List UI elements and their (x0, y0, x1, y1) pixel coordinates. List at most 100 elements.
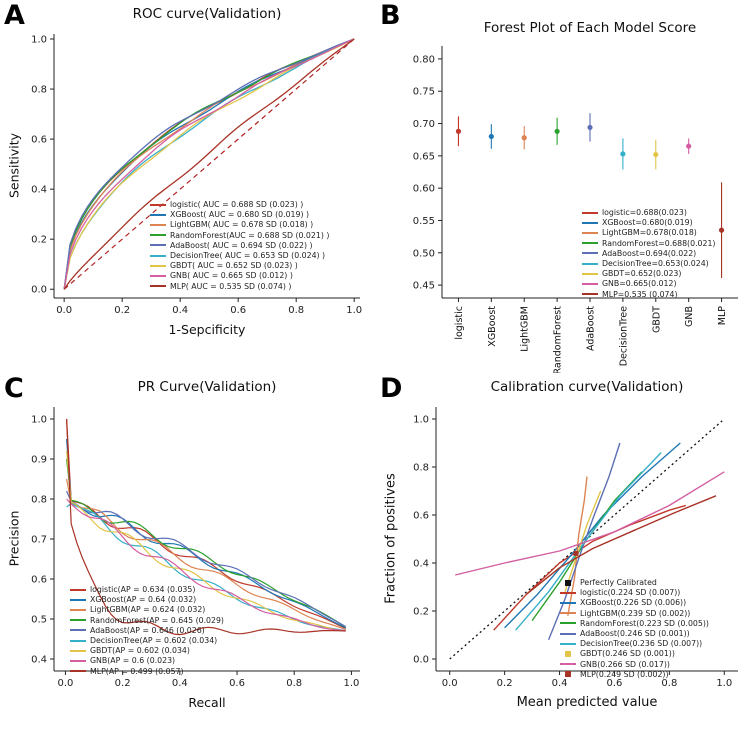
legend-item-LightGBM: LightGBM( AUC = 0.678 SD (0.018) ) (150, 220, 329, 229)
roc-x-axis-label: 1-Sepcificity (168, 322, 246, 337)
y-tick-label: 0.70 (413, 119, 435, 130)
legend-label: MLP=0.535 (0.074) (602, 289, 678, 299)
legend-item-XGBoost: XGBoost=0.680(0.019) (582, 218, 715, 227)
legend-item-GBDT: GBDT(0.246 SD (0.001)) (560, 649, 709, 658)
pr-plot-canvas: 0.0 0.2 0.4 0.6 0.8 1.0 0.4 0.5 0.6 0.7 0.8 0.9 1.0 (31, 407, 360, 689)
legend-item-logistic: logistic( AUC = 0.688 SD (0.023) ) (150, 200, 329, 209)
pr-legend: logistic(AP = 0.634 (0.035) XGBoost(AP = … (70, 585, 224, 676)
legend-label: logistic(0.224 SD (0.007)) (580, 588, 681, 598)
legend-line-swatch (582, 262, 598, 265)
y-tick-label: 1.0 (31, 415, 47, 426)
legend-line-swatch (560, 663, 576, 666)
legend-item-GBDT: GBDT=0.652(0.023) (582, 269, 715, 278)
y-tick-label: 0.45 (413, 281, 435, 292)
pr-curve-AdaBoost (66, 490, 347, 628)
legend-line-swatch (150, 264, 166, 267)
category-label-logistic: logistic (454, 306, 465, 340)
legend-line-swatch (560, 591, 576, 594)
legend-label: logistic=0.688(0.023) (602, 208, 687, 217)
category-label-GNB: GNB (684, 306, 695, 327)
forest-title: Forest Plot of Each Model Score (483, 20, 697, 36)
legend-item-DecisionTree: DecisionTree(AP = 0.602 (0.034) (70, 636, 224, 645)
legend-item-MLP: MLP(0.249 SD (0.002)) (560, 670, 709, 679)
legend-line-swatch (150, 244, 166, 247)
point-MLP (718, 227, 725, 233)
category-label-DecisionTree: DecisionTree (618, 306, 629, 366)
category-label-GBDT: GBDT (651, 306, 662, 333)
legend-item-RandomForest: RandomForest=0.688(0.021) (582, 239, 715, 248)
legend-line-swatch (582, 272, 598, 275)
legend-label: DecisionTree( AUC = 0.653 SD (0.024) ) (170, 250, 326, 260)
point-RandomForest (554, 128, 560, 134)
legend-line-swatch (582, 252, 598, 255)
category-label-RandomForest: RandomForest (553, 306, 564, 373)
legend-item-DecisionTree: DecisionTree(0.236 SD (0.007)) (560, 639, 709, 648)
legend-label: RandomForest(AUC = 0.688 SD (0.021) ) (170, 230, 330, 240)
y-tick-label: 0.6 (413, 511, 429, 522)
x-tick-label: 0.0 (56, 305, 72, 316)
pr-curve-XGBoost (66, 438, 346, 629)
legend-item-logistic: logistic(AP = 0.634 (0.035) (70, 585, 224, 594)
x-tick-label: 0.2 (115, 678, 131, 689)
legend-line-swatch (150, 203, 166, 206)
x-tick-label: 1.0 (346, 305, 362, 316)
legend-label: LightGBM( AUC = 0.678 SD (0.018) ) (170, 220, 314, 230)
legend-label: XGBoost=0.680(0.019) (602, 218, 693, 228)
legend-line-swatch (70, 629, 86, 632)
legend-label: GNB(AP = 0.6 (0.023) (90, 656, 176, 666)
legend-label: LightGBM(0.239 SD (0.002)) (580, 608, 691, 618)
pr-x-axis-label: Recall (188, 695, 226, 710)
legend-item-logistic: logistic(0.224 SD (0.007)) (560, 588, 709, 597)
y-tick-label: 0.5 (31, 615, 47, 626)
legend-line-swatch (150, 234, 166, 237)
category-label-XGBoost: XGBoost (487, 306, 498, 347)
legend-item-MLP: MLP(AP = 0.499 (0.057) (70, 667, 224, 676)
pr-title: PR Curve(Validation) (137, 379, 277, 395)
legend-label: XGBoost(AP = 0.64 (0.032) (90, 595, 197, 605)
panel-calibration-curve: D Calibration curve(Validation) Fraction… (376, 373, 752, 746)
y-tick-label: 0.75 (413, 87, 435, 98)
forest-plot-canvas: 0.45 0.50 0.55 0.60 0.65 0.70 0.75 0.80 logistic… (413, 46, 738, 373)
calibration-y-axis-label: Fraction of positives (383, 473, 399, 604)
point-XGBoost (488, 133, 494, 140)
legend-line-swatch (582, 231, 598, 234)
point-DecisionTree (620, 151, 626, 157)
pr-y-axis-label: Precision (6, 510, 22, 567)
y-tick-label: 0.8 (31, 495, 47, 506)
y-tick-label: 0.2 (413, 607, 429, 618)
legend-label: logistic( AUC = 0.688 SD (0.023) ) (170, 200, 304, 209)
point-AdaBoost (587, 124, 593, 131)
roc-curve-GNB (63, 38, 355, 290)
roc-plot-canvas: 0.0 0.2 0.4 0.6 0.8 1.0 0.0 0.2 0.4 0.6 0.8 1.0 (31, 34, 362, 316)
legend-line-swatch (582, 282, 598, 285)
pr-curve-RandomForest (66, 458, 347, 628)
legend-label: DecisionTree(AP = 0.602 (0.034) (90, 635, 218, 645)
x-tick-label: 0.0 (57, 678, 73, 689)
legend-item-XGBoost: XGBoost( AUC = 0.680 SD (0.019) ) (150, 210, 329, 219)
legend-item-AdaBoost: AdaBoost(AP = 0.646 (0.026) (70, 626, 224, 635)
x-tick-label: 0.6 (607, 678, 623, 689)
legend-line-swatch (560, 642, 576, 645)
x-tick-label: 0.4 (172, 305, 188, 316)
roc-curve-MLP (63, 38, 355, 290)
legend-item-GBDT: GBDT( AUC = 0.652 SD (0.023) ) (150, 261, 329, 270)
legend-label: XGBoost(0.226 SD (0.006)) (580, 598, 687, 608)
y-tick-label: 0.8 (413, 463, 429, 474)
category-label-LightGBM: LightGBM (520, 306, 531, 352)
y-tick-label: 0.6 (31, 135, 47, 146)
panel-letter-b: B (380, 0, 401, 31)
y-tick-label: 1.0 (413, 415, 429, 426)
legend-line-swatch (70, 659, 86, 662)
calibration-curve-AdaBoost (547, 442, 621, 641)
legend-label: GBDT(0.246 SD (0.001)) (580, 649, 675, 659)
legend-line-swatch (560, 632, 576, 635)
category-label-MLP: MLP (717, 306, 728, 325)
legend-line-swatch (70, 608, 86, 611)
roc-y-axis-label: Sensitivity (6, 132, 22, 199)
x-tick-label: 0.4 (552, 678, 568, 689)
y-tick-label: 0.4 (31, 185, 47, 196)
legend-label: AdaBoost( AUC = 0.694 SD (0.022) ) (170, 240, 313, 250)
legend-line-swatch (150, 274, 166, 277)
legend-item-GNB: GNB( AUC = 0.665 SD (0.012) ) (150, 271, 329, 280)
